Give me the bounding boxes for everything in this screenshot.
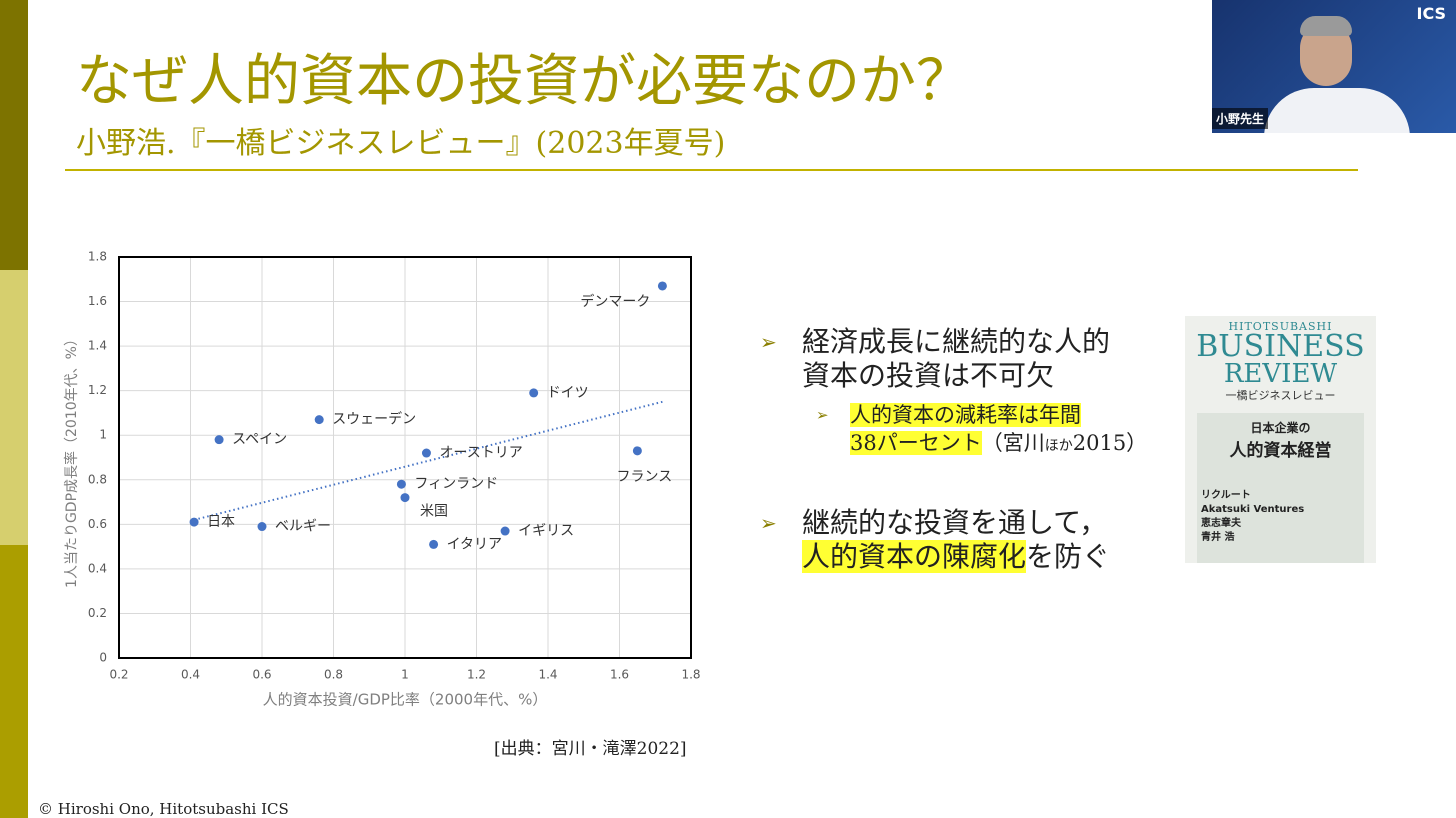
y-tick-label: 1 <box>99 428 107 442</box>
video-thumbnail: ICS 小野先生 <box>1212 0 1456 133</box>
title-rule <box>65 169 1358 171</box>
point-label: ドイツ <box>547 385 589 401</box>
y-tick-label: 0 <box>99 651 107 665</box>
data-point <box>632 446 642 456</box>
book-name: BUSINESS <box>1196 329 1365 364</box>
side-bar <box>0 270 28 545</box>
bullet-line: 継続的な投資を通して， <box>802 506 1108 539</box>
y-tick-label: 1.6 <box>88 294 107 308</box>
x-tick-label: 1 <box>401 668 409 682</box>
book-cover: HITOTSUBASHI BUSINESS REVIEW 一橋ビジネスレビュー … <box>1185 316 1376 563</box>
highlight-text: 38パーセント <box>850 431 982 455</box>
book-brand: HITOTSUBASHI <box>1228 320 1333 333</box>
y-tick-label: 1.8 <box>88 250 107 264</box>
point-label: 米国 <box>420 504 448 520</box>
sub-bullet: ➢ 人的資本の減耗率は年間 38パーセント（宮川ほか2015） <box>760 401 1147 460</box>
bullet: ➢ 経済成長に継続的な人的 資本の投資は不可欠 <box>760 325 1147 393</box>
bullet-block: ➢ 経済成長に継続的な人的 資本の投資は不可欠 ➢ 人的資本の減耗率は年間 38… <box>760 325 1147 574</box>
slide-title: なぜ人的資本の投資が必要なのか？ <box>76 49 972 114</box>
bullet-arrow: ➢ <box>816 406 829 424</box>
data-point <box>657 281 667 291</box>
y-tick-label: 0.6 <box>88 517 107 531</box>
x-axis-label: 人的資本投資/GDP比率（2000年代、%） <box>263 691 548 709</box>
book-name: REVIEW <box>1223 359 1338 389</box>
data-point <box>529 388 539 398</box>
point-label: イギリス <box>518 523 574 539</box>
video-logo: ICS <box>1416 4 1446 23</box>
point-label: フランス <box>617 469 673 485</box>
y-tick-label: 1.4 <box>88 339 107 353</box>
slide-subtitle: 小野浩.『一橋ビジネスレビュー』(2023年夏号) <box>76 126 726 161</box>
person-hair <box>1300 16 1352 36</box>
citation: （宮川 <box>981 431 1045 455</box>
book-feature: 人的資本経営 <box>1229 441 1332 461</box>
source-note: [出典：宮川・滝澤2022] <box>494 739 687 759</box>
point-label: スウェーデン <box>332 411 416 428</box>
y-tick-label: 1.2 <box>88 383 107 397</box>
side-bar <box>0 545 28 818</box>
y-tick-label: 0.2 <box>88 606 107 620</box>
x-tick-label: 0.8 <box>324 668 343 682</box>
book-item: 青井 浩 <box>1201 532 1235 543</box>
data-point <box>421 448 431 458</box>
data-point <box>400 493 410 503</box>
book-feature: 日本企業の <box>1250 421 1311 435</box>
x-tick-label: 1.4 <box>538 668 557 682</box>
book-item: リクルート <box>1201 490 1251 501</box>
point-label: デンマーク <box>580 293 650 310</box>
data-point <box>500 526 510 536</box>
side-bar <box>0 0 28 270</box>
book-art: 日本企業の 人的資本経営 リクルート Akatsuki Ventures 恵志章… <box>1197 413 1364 563</box>
point-label: 日本 <box>207 514 235 530</box>
y-tick-label: 0.4 <box>88 561 107 575</box>
plot-frame <box>118 256 692 659</box>
data-point <box>396 479 406 489</box>
bullet-line: 資本の投資は不可欠 <box>802 359 1055 392</box>
bullet-line: を防ぐ <box>1026 540 1111 573</box>
x-tick-label: 0.4 <box>181 668 200 682</box>
data-point <box>257 522 267 532</box>
bullet-arrow: ➢ <box>760 330 777 354</box>
point-label: イタリア <box>447 536 502 552</box>
x-tick-label: 1.2 <box>467 668 486 682</box>
x-tick-label: 0.2 <box>109 668 128 682</box>
point-label: フィンランド <box>414 476 498 492</box>
bullet: ➢ 継続的な投資を通して， 人的資本の陳腐化を防ぐ <box>760 506 1147 574</box>
data-point <box>429 539 439 549</box>
citation: 2015） <box>1072 431 1148 455</box>
person-body <box>1264 88 1410 133</box>
data-point <box>314 415 324 425</box>
copyright: © Hiroshi Ono, Hitotsubashi ICS <box>38 800 289 818</box>
citation: ほか <box>1044 438 1073 454</box>
book-jp: 一橋ビジネスレビュー <box>1225 389 1336 402</box>
participant-name: 小野先生 <box>1212 108 1269 129</box>
data-point <box>214 435 224 445</box>
point-label: オーストリア <box>439 445 522 461</box>
highlight-text: 人的資本の減耗率は年間 <box>850 403 1081 427</box>
point-label: スペイン <box>232 432 287 448</box>
highlight-text: 人的資本の陳腐化 <box>802 540 1027 573</box>
x-tick-label: 1.8 <box>681 668 700 682</box>
trend-line <box>193 400 663 521</box>
bullet-arrow: ➢ <box>760 511 777 535</box>
bullet-line: 経済成長に継続的な人的 <box>802 325 1111 358</box>
book-item: 恵志章夫 <box>1201 518 1241 529</box>
x-tick-label: 1.6 <box>610 668 629 682</box>
book-item: Akatsuki Ventures <box>1201 504 1305 515</box>
x-tick-label: 0.6 <box>252 668 271 682</box>
point-label: ベルギー <box>275 519 331 535</box>
y-tick-label: 0.8 <box>88 472 107 486</box>
y-axis-label: 1人当たりGDP成長率（2010年代、%） <box>63 332 80 588</box>
data-point <box>189 517 199 527</box>
